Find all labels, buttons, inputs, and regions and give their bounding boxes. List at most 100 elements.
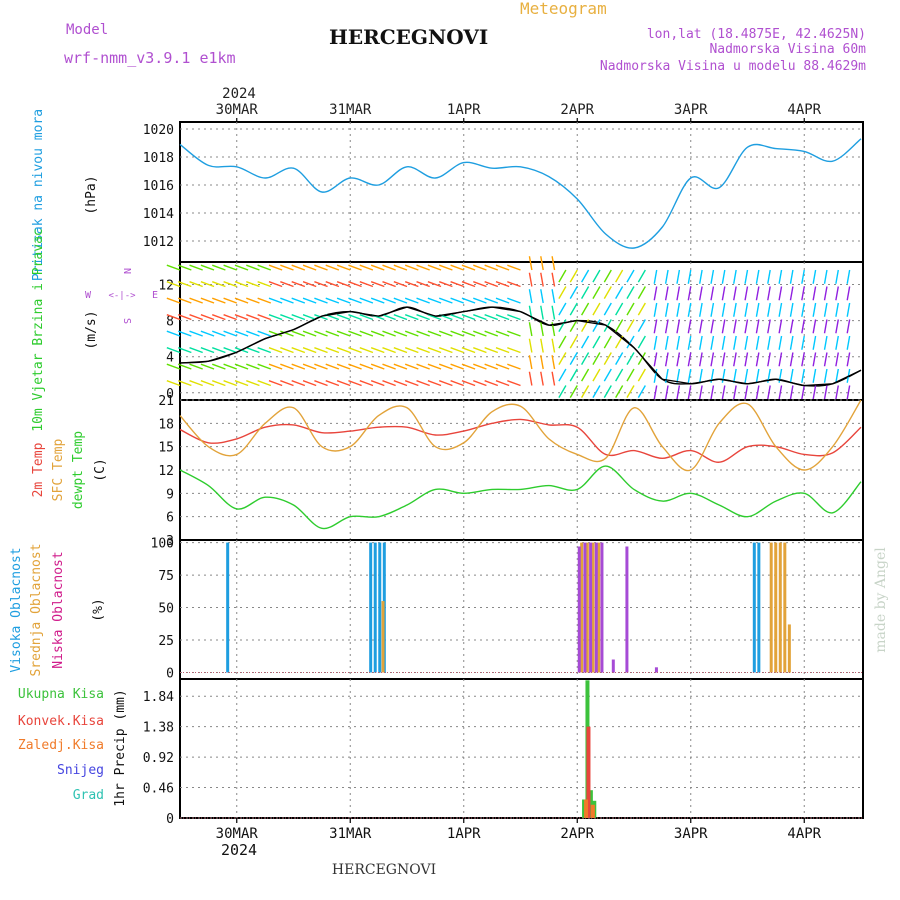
wind-barb — [551, 355, 556, 370]
precip-legend-graupel: Grad — [73, 788, 104, 803]
wind-barb — [626, 286, 635, 299]
wind-barb — [812, 302, 817, 317]
wind-barb — [404, 330, 419, 337]
wind-barb — [291, 380, 306, 387]
wind-barb — [484, 264, 499, 271]
wind-barb — [359, 330, 374, 337]
panel-pressure: 1020 1018 1016 1014 1012 — [143, 121, 864, 263]
wind-barb — [177, 380, 192, 387]
wind-barb — [257, 347, 272, 354]
wind-legend-n: N — [121, 268, 132, 274]
wind-barb — [212, 363, 226, 370]
wind-barb — [212, 330, 226, 337]
wind-barb — [280, 347, 294, 354]
wind-barb — [461, 297, 476, 304]
wind-barb — [484, 314, 499, 321]
wind-barb — [348, 380, 362, 387]
wind-barb — [268, 281, 283, 288]
wind-barb — [664, 385, 669, 400]
wind-barb — [687, 385, 692, 400]
wind-barb — [558, 319, 567, 332]
wind-barb — [212, 347, 226, 354]
wind-barb — [580, 286, 590, 299]
wind-barb — [495, 281, 510, 288]
wind-barb — [580, 335, 590, 349]
y-tick-label: 12 — [158, 464, 174, 479]
y-tick-label: 0 — [166, 667, 174, 682]
wind-barb — [404, 380, 419, 387]
wind-barb — [370, 297, 385, 304]
wind-barb — [382, 363, 396, 370]
wind-barb — [603, 286, 612, 299]
bar-clouds-2 — [600, 542, 604, 673]
wind-barb — [710, 302, 715, 317]
wind-barb — [835, 352, 839, 367]
bar-clouds-1 — [774, 542, 778, 673]
wind-barb — [257, 380, 272, 387]
wind-barb — [302, 380, 317, 387]
wind-barb — [246, 380, 260, 387]
wind-barb — [801, 385, 805, 400]
wind-barb — [246, 330, 260, 337]
wind-barb — [507, 297, 521, 304]
panel-frame — [179, 678, 864, 819]
wind-barb — [439, 347, 453, 354]
wind-barb — [653, 319, 658, 334]
wind-barb — [484, 330, 499, 337]
wind-barb — [801, 269, 805, 284]
bar-clouds-1 — [597, 542, 601, 673]
wind-barb — [461, 281, 476, 288]
wind-barb — [280, 264, 294, 271]
wind-barb — [200, 380, 215, 387]
wind-barb — [835, 368, 839, 383]
wind-barb — [302, 281, 317, 288]
wind-barb — [733, 302, 737, 317]
wind-barb — [314, 330, 328, 337]
wind-barb — [812, 269, 817, 284]
wind-barb — [291, 297, 306, 304]
wind-barb — [580, 302, 590, 316]
wind-barb — [835, 335, 839, 350]
wind-barb — [823, 335, 828, 350]
wind-barb — [336, 281, 351, 288]
bar-clouds-0 — [757, 542, 761, 673]
wind-barb — [382, 314, 396, 321]
wind-barb — [733, 385, 737, 400]
wind-barb — [676, 286, 681, 301]
wind-barb — [359, 281, 374, 288]
wind-barb — [626, 368, 635, 382]
wind-barb — [302, 297, 317, 304]
wind-barb — [551, 256, 556, 271]
panel-clouds: 100 75 50 25 0 — [151, 537, 864, 682]
wind-barb — [416, 363, 430, 370]
wind-barb — [246, 363, 260, 370]
bottom-time-label: 4APR — [787, 826, 821, 842]
wind-barb — [348, 363, 362, 370]
wind-barb — [325, 363, 340, 370]
bottom-time-label: 2APR — [560, 826, 594, 842]
wind-barb — [234, 264, 249, 271]
panel-frame — [179, 539, 864, 680]
y-tick-label: 18 — [158, 417, 174, 432]
wind-barb — [755, 368, 760, 383]
wind-legend-arrows: <-|-> — [108, 291, 136, 301]
wind-barb — [246, 314, 260, 321]
precip-legend-grid: Zaledj.Kisa — [18, 738, 104, 753]
wind-barb — [223, 314, 237, 321]
wind-barb — [325, 264, 340, 271]
wind-barb — [733, 319, 737, 334]
wind-barb — [427, 330, 442, 337]
wind-barb — [558, 302, 567, 316]
wind-barb — [336, 314, 351, 321]
pressure-ylabel-left: Pritisak na nivou mora — [31, 109, 46, 281]
wind-barb — [767, 352, 771, 367]
bar-clouds-1 — [585, 542, 589, 673]
wind-barb — [382, 330, 396, 337]
wind-barb — [280, 330, 294, 337]
bar-precipitation-1 — [586, 726, 591, 818]
y-tick-label: 1.84 — [143, 690, 174, 705]
wind-barb — [246, 264, 260, 271]
wind-barb — [416, 314, 430, 321]
wind-barb — [325, 330, 340, 337]
wind-barb — [166, 314, 181, 321]
